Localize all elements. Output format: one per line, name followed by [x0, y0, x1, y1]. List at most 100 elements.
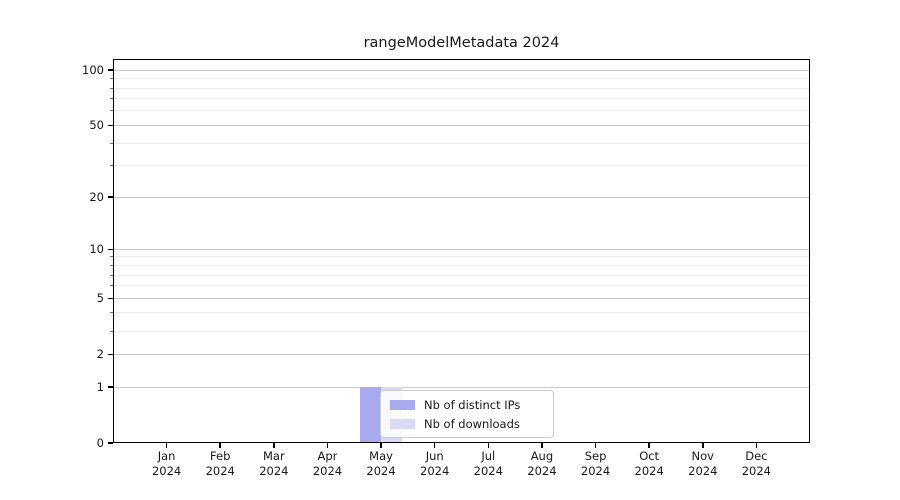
- x-tick-label: Aug 2024: [510, 449, 574, 479]
- x-tick-year: 2024: [312, 464, 343, 478]
- y-axis-tick: [108, 196, 113, 198]
- y-tick-label: 2: [96, 347, 104, 362]
- gridline-minor: [113, 165, 810, 167]
- y-axis-minor-tick: [110, 110, 113, 112]
- x-axis-tick: [273, 443, 275, 448]
- legend-label-downloads: Nb of downloads: [424, 416, 520, 431]
- y-axis-tick: [108, 248, 113, 251]
- x-axis-tick: [594, 443, 597, 448]
- y-axis-minor-tick: [110, 312, 113, 314]
- gridline-major: [113, 386, 810, 388]
- gridline-major: [113, 124, 810, 126]
- x-axis-tick: [380, 443, 382, 448]
- gridline-minor: [113, 285, 810, 287]
- x-tick-label: Dec 2024: [724, 449, 788, 479]
- y-tick-label: 5: [96, 291, 104, 306]
- y-axis-minor-tick: [110, 256, 113, 258]
- y-axis-tick: [108, 297, 113, 299]
- gridline-minor: [113, 256, 810, 258]
- x-tick-month: Jan: [157, 449, 176, 463]
- x-tick-label: Apr 2024: [295, 449, 359, 479]
- y-tick-label: 10: [89, 242, 104, 257]
- bar-nb-of-distinct-ips-may: [360, 387, 381, 443]
- y-axis-tick: [108, 124, 113, 127]
- gridline-major: [113, 69, 810, 71]
- gridline-minor: [113, 142, 810, 144]
- legend-swatch-distinct-ips-icon: [390, 399, 415, 410]
- x-tick-month: Dec: [745, 449, 768, 463]
- x-axis-tick: [165, 443, 168, 448]
- legend-label-distinct-ips: Nb of distinct IPs: [424, 397, 521, 412]
- x-tick-label: Mar 2024: [242, 449, 306, 479]
- legend: Nb of distinct IPs Nb of downloads: [380, 390, 554, 438]
- x-tick-year: 2024: [688, 464, 718, 478]
- x-axis-tick: [702, 443, 704, 448]
- x-tick-month: Nov: [691, 449, 714, 463]
- legend-item-distinct-ips: Nb of distinct IPs: [390, 395, 546, 414]
- x-tick-year: 2024: [634, 464, 664, 478]
- x-axis-tick: [648, 443, 650, 448]
- plot-area: [113, 59, 810, 443]
- gridline-major: [113, 196, 810, 198]
- y-tick-label: 100: [82, 63, 104, 78]
- y-axis-minor-tick: [110, 330, 113, 332]
- x-tick-label: Feb 2024: [188, 449, 252, 479]
- gridline-minor: [113, 87, 810, 89]
- legend-swatch-downloads-icon: [390, 418, 415, 429]
- y-axis-minor-tick: [110, 274, 113, 276]
- x-axis-tick: [755, 443, 758, 448]
- x-tick-year: 2024: [527, 464, 557, 478]
- x-tick-label: Jun 2024: [403, 449, 467, 479]
- x-tick-label: Jul 2024: [456, 449, 520, 479]
- y-axis-minor-tick: [110, 265, 113, 266]
- y-axis-minor-tick: [110, 78, 113, 80]
- legend-item-downloads: Nb of downloads: [390, 414, 546, 433]
- x-tick-year: 2024: [205, 464, 235, 478]
- x-tick-label: Oct 2024: [617, 449, 681, 479]
- x-tick-month: Feb: [210, 449, 231, 463]
- x-tick-year: 2024: [420, 464, 450, 478]
- x-axis-tick: [487, 443, 490, 448]
- x-tick-year: 2024: [366, 464, 396, 478]
- x-tick-label: Jan 2024: [135, 449, 199, 479]
- x-tick-month: Jul: [481, 449, 496, 463]
- x-tick-month: Mar: [262, 449, 285, 463]
- y-axis-minor-tick: [110, 98, 113, 100]
- y-tick-label: 50: [89, 118, 104, 133]
- y-tick-label: 1: [96, 380, 104, 394]
- y-axis-tick: [108, 353, 113, 355]
- gridline-minor: [113, 312, 810, 314]
- x-axis-tick: [433, 443, 436, 448]
- y-axis-minor-tick: [110, 165, 113, 167]
- x-tick-month: Sep: [584, 449, 607, 463]
- x-axis-tick: [326, 443, 329, 448]
- gridline-minor: [113, 274, 810, 276]
- y-axis-minor-tick: [110, 142, 113, 144]
- x-tick-year: 2024: [741, 464, 772, 478]
- x-axis-tick: [219, 443, 221, 448]
- gridline-minor: [113, 78, 810, 80]
- x-tick-month: Apr: [317, 449, 338, 463]
- y-axis-tick: [108, 386, 113, 388]
- x-tick-month: Oct: [639, 449, 660, 463]
- x-tick-label: May 2024: [349, 449, 413, 479]
- x-tick-month: May: [369, 449, 393, 463]
- y-tick-label: 20: [89, 190, 104, 205]
- x-tick-year: 2024: [580, 464, 611, 478]
- x-tick-label: Sep 2024: [564, 449, 628, 479]
- x-tick-year: 2024: [259, 464, 289, 478]
- x-axis-tick: [541, 443, 543, 448]
- y-axis-tick: [108, 442, 113, 444]
- gridline-minor: [113, 110, 810, 112]
- y-axis-tick: [108, 69, 113, 71]
- y-axis-minor-tick: [110, 285, 113, 287]
- y-axis-minor-tick: [110, 87, 113, 89]
- gridline-minor: [113, 98, 810, 100]
- gridline-major: [113, 248, 810, 250]
- gridline-major: [113, 353, 810, 355]
- x-tick-label: Nov 2024: [671, 449, 735, 479]
- x-tick-month: Jun: [425, 449, 444, 463]
- x-tick-year: 2024: [473, 464, 503, 478]
- x-tick-year: 2024: [151, 464, 182, 478]
